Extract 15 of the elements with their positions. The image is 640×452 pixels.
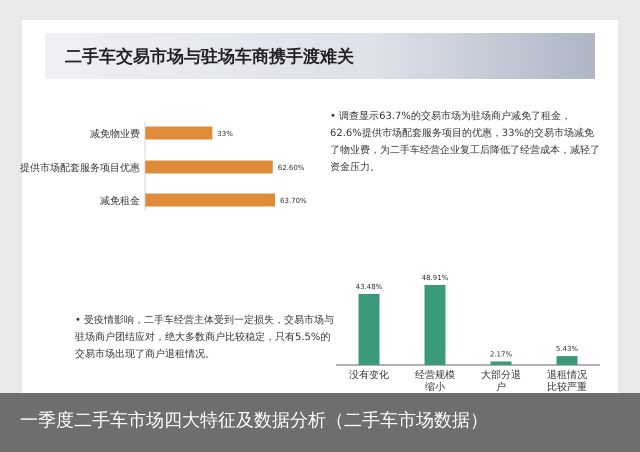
text: • 调查显示63.7%的交易市场为驻场商户减免了租金，62.6%提供市场配套服务项目的优惠，33%的交易市场减免了物业费，为二手车经营企业复工后降低了经营成本，减轻了资金压力。 xyxy=(330,110,600,175)
bar xyxy=(490,361,512,365)
text: • 受疫情影响，二手车经营主体受到一定损失，交易市场与驻场商户团结应对，绝大多数商户比较稳定，只有5.5%的交易市场出现了商户退租情况。 xyxy=(75,314,335,362)
y-tick-label: 减免物业费 xyxy=(90,128,140,140)
y-tick-label: 提供市场配套服务项目优惠 xyxy=(20,162,140,174)
bar xyxy=(424,285,446,365)
x-tick-label: 经营规模缩小 xyxy=(415,369,455,393)
bar xyxy=(358,294,380,365)
x-tick-label: 大部分退户 xyxy=(481,369,521,393)
bar xyxy=(556,356,578,365)
x-tick-label: 退租情况比较严重 xyxy=(547,369,587,393)
text: 一季度二手车市场四大特征及数据分析（二手车市场数据） xyxy=(20,409,488,432)
y-tick-label: 减免租金 xyxy=(100,195,140,207)
x-tick-label: 没有变化 xyxy=(349,369,389,381)
chart-title: 二手车交易市场与驻场车商携手渡难关 xyxy=(65,47,354,67)
